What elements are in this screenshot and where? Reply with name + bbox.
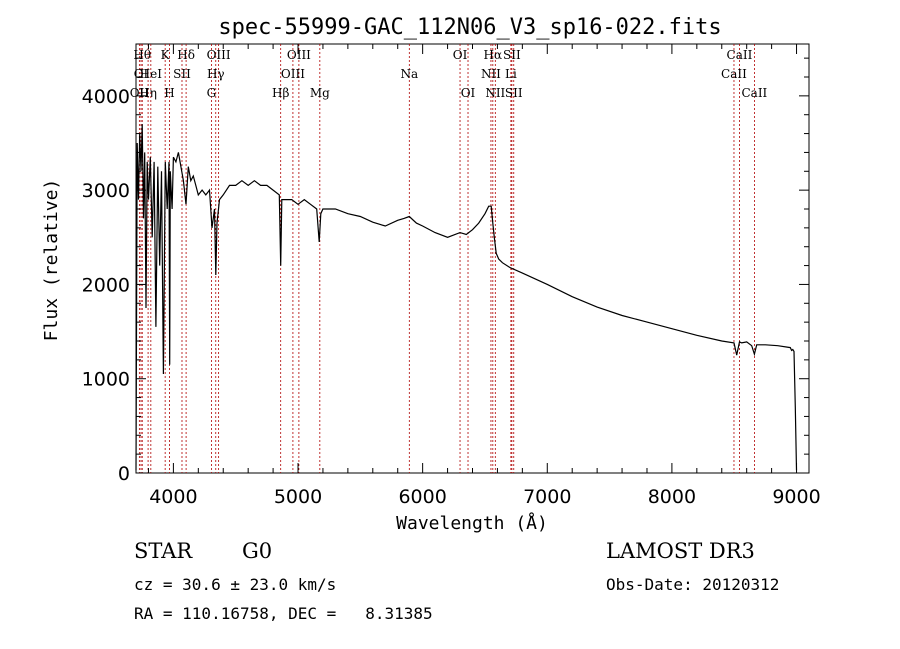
y-tick-label: 2000	[82, 274, 130, 296]
spectral-line-label: Na	[400, 67, 418, 81]
y-axis-ticks: 0 1000 2000 3000 4000	[82, 57, 809, 485]
spectral-line-label: Hδ	[177, 48, 195, 62]
spectral-line-label: SII	[505, 86, 523, 100]
spectral-line-label: G	[207, 86, 217, 100]
y-axis-label: Flux (relative)	[41, 179, 62, 342]
spectral-line-label: Hα	[484, 48, 503, 62]
spectral-line-label: OIII	[287, 48, 311, 62]
spectral-line-label: H	[164, 86, 174, 100]
survey-name: LAMOST DR3	[606, 539, 755, 563]
x-tick-label: 7000	[523, 486, 571, 508]
observation-date: Obs-Date: 20120312	[606, 575, 780, 594]
coordinates: RA = 110.16758, DEC = 8.31385	[134, 604, 433, 623]
spectral-line-label: HeI	[140, 67, 163, 81]
spectral-line-label: Hθ	[133, 48, 151, 62]
spectral-line-label: SII	[503, 48, 521, 62]
y-tick-label: 1000	[82, 369, 130, 391]
spectral-line-label: Hγ	[207, 67, 225, 81]
spectral-line-label: OI	[453, 48, 468, 62]
spectral-line-label: SII	[173, 67, 191, 81]
spectral-line-label: OIII	[207, 48, 231, 62]
x-tick-label: 4000	[149, 486, 197, 508]
y-tick-label: 0	[118, 463, 130, 485]
spectral-line-label: K	[161, 48, 171, 62]
spectral-line-markers	[138, 44, 755, 473]
spectral-line-label: CaII	[741, 86, 767, 100]
object-subclass: G0	[242, 539, 273, 563]
spectral-line-label: CaII	[721, 67, 747, 81]
spectral-line-label: OI	[461, 86, 476, 100]
spectral-line-label: CaII	[727, 48, 753, 62]
plot-frame	[135, 43, 810, 474]
spectral-line-label: OIII	[281, 67, 305, 81]
x-tick-label: 6000	[398, 486, 446, 508]
y-tick-label: 4000	[82, 86, 130, 108]
chart-title: spec-55999-GAC_112N06_V3_sp16-022.fits	[218, 15, 721, 40]
spectral-line-labels: OII OI Hθ Hη HeI K H SII Hδ OIII Hγ G Hβ OIII OIII Mg Na…	[130, 48, 768, 100]
spectral-line-label: NII	[481, 67, 501, 81]
spectral-line-label: Hβ	[272, 86, 289, 100]
spectral-line-label: Li	[505, 67, 517, 81]
spectral-line-label: Mg	[310, 86, 330, 100]
spectral-line-label: Hη	[139, 86, 157, 100]
x-tick-label: 5000	[274, 486, 322, 508]
spectral-line-label: OII	[130, 86, 150, 100]
object-class: STAR	[134, 539, 193, 563]
x-tick-label: 8000	[648, 486, 696, 508]
y-tick-label: 3000	[82, 180, 130, 202]
spectrum-line	[135, 124, 798, 471]
x-axis-ticks: 4000 5000 6000 7000 8000 9000	[147, 44, 821, 508]
x-tick-label: 9000	[772, 486, 820, 508]
redshift-velocity: cz = 30.6 ± 23.0 km/s	[134, 575, 337, 594]
spectral-line-label: NII	[485, 86, 505, 100]
x-axis-label: Wavelength (Å)	[396, 512, 548, 534]
